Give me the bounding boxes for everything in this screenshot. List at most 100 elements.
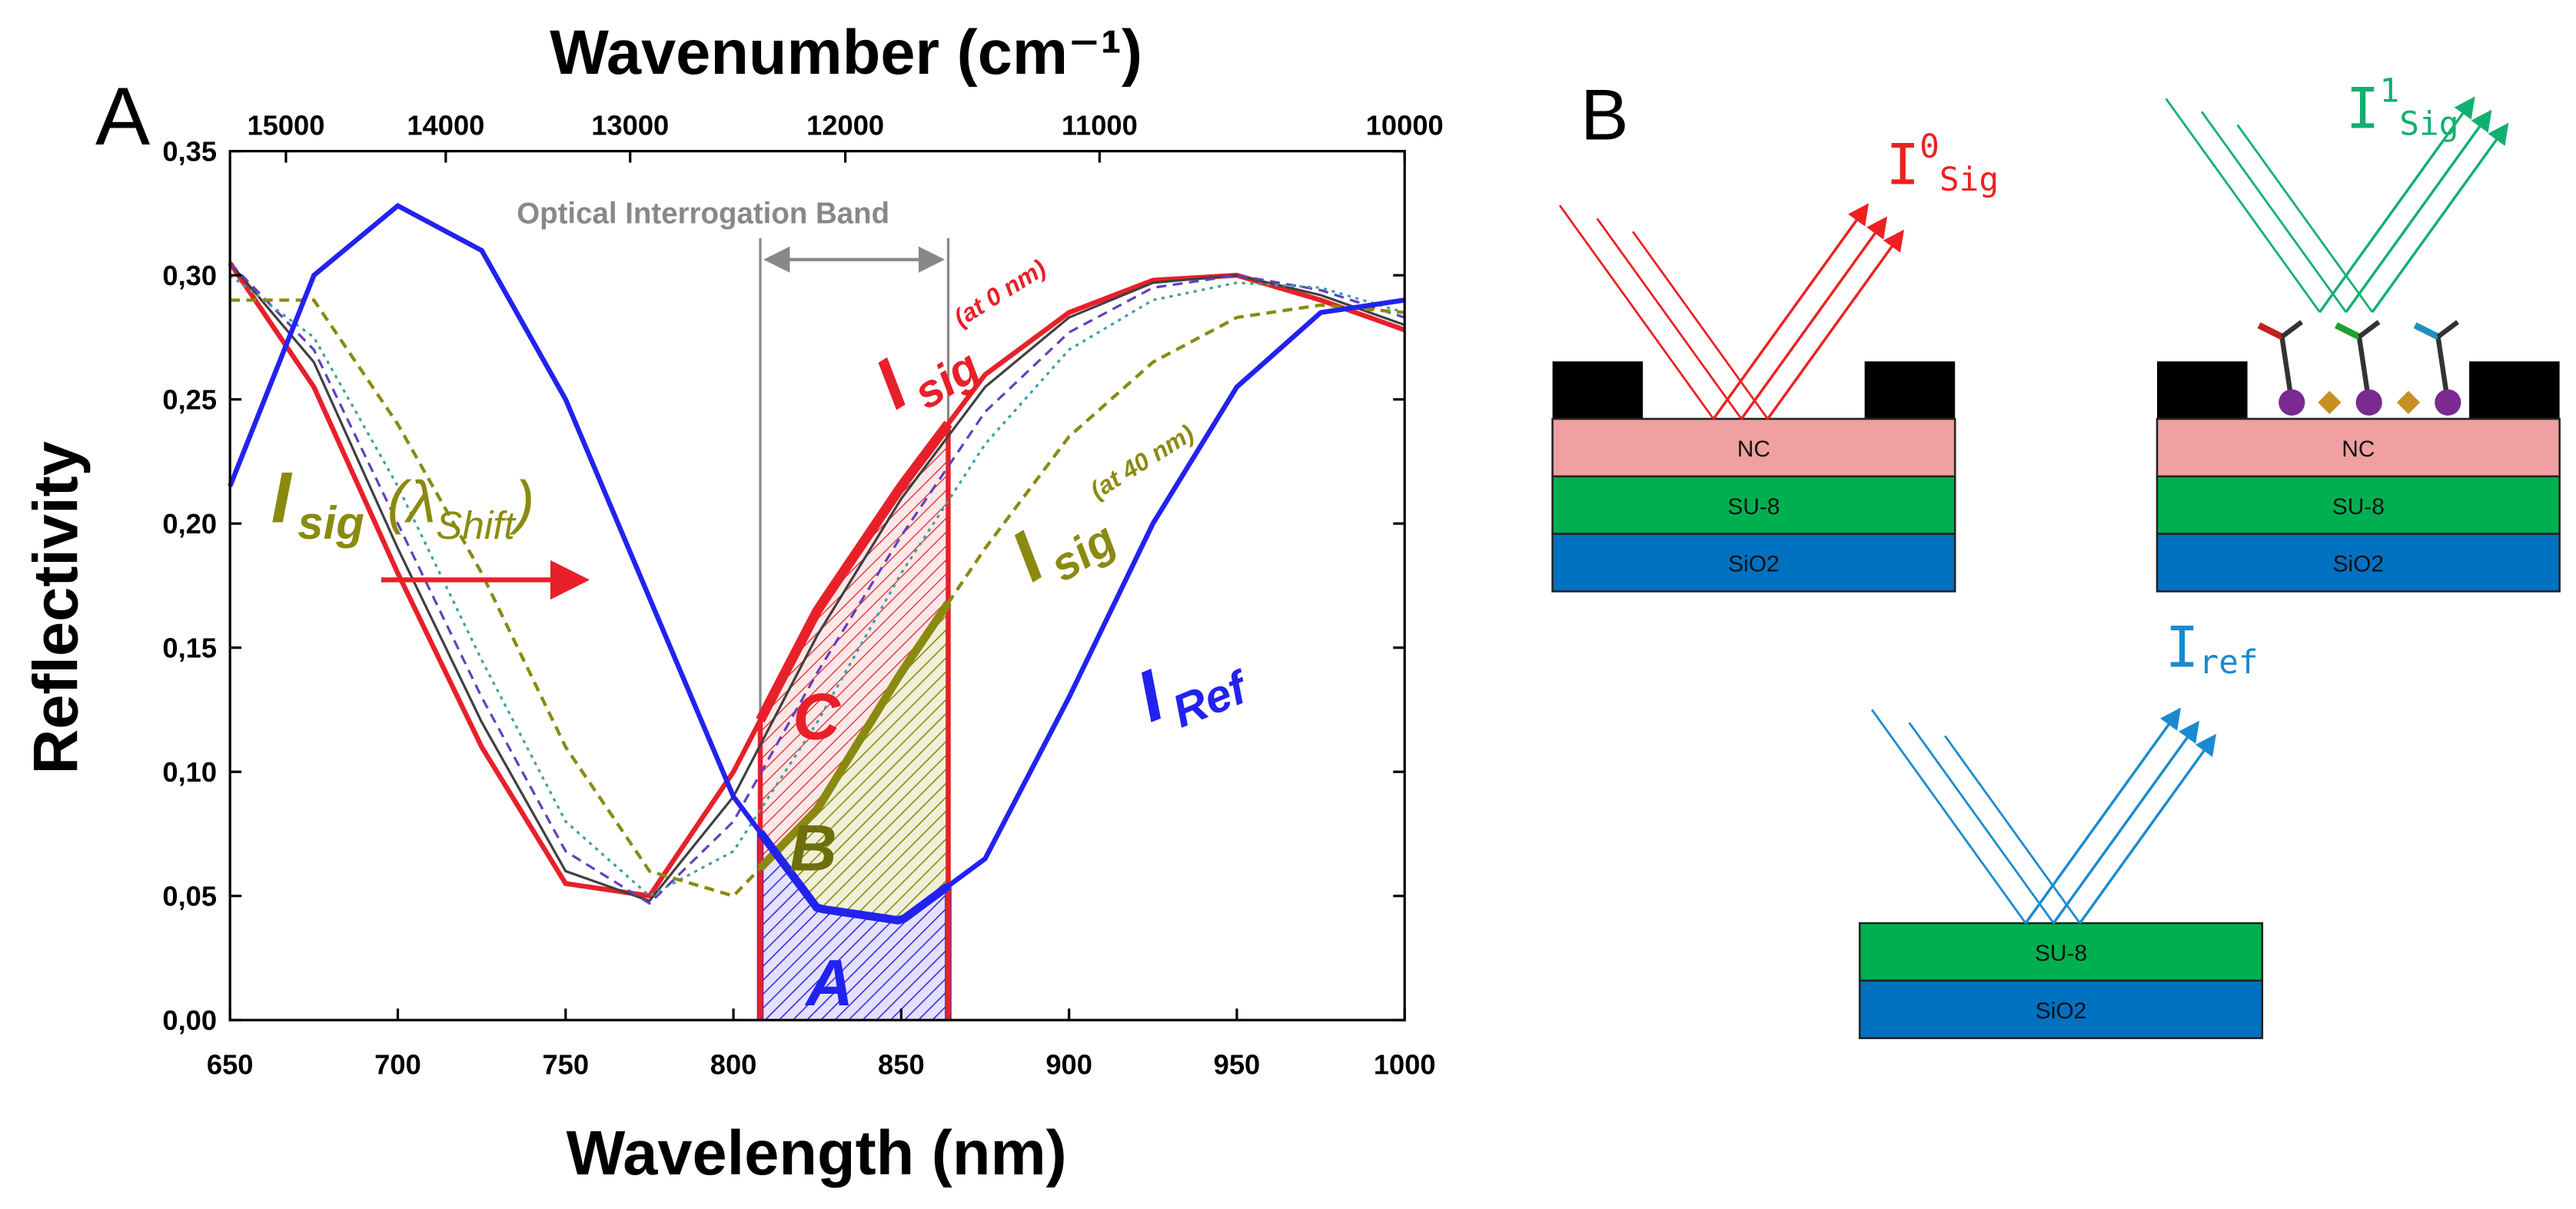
x2-tick-label: 14000 (407, 109, 484, 141)
antibody (2257, 322, 2284, 340)
region-label: B (789, 812, 837, 885)
reflected-ray (2079, 733, 2217, 925)
y-tick-label: 0,30 (162, 260, 217, 291)
incident-ray (1944, 735, 2081, 924)
incident-ray (1908, 722, 2055, 924)
layer (1551, 533, 1956, 593)
layer-label: SiO2 (2036, 998, 2087, 1024)
layer-label: SU-8 (1727, 494, 1780, 520)
incident-ray (2200, 111, 2347, 313)
y-tick-label: 0,15 (162, 632, 217, 663)
reflected-ray (2371, 122, 2509, 314)
annotation-sup: (at 0 nm) (949, 254, 1050, 331)
x-tick-label: 800 (710, 1049, 757, 1081)
antibody (2280, 320, 2304, 339)
beam-sub: Sig (2399, 105, 2458, 143)
x-tick-label: 850 (878, 1049, 925, 1081)
region-label: A (804, 947, 853, 1020)
x2-tick-label: 12000 (806, 109, 884, 141)
y-tick-label: 0,05 (162, 881, 217, 912)
annotation-text: IRef (1125, 623, 1257, 748)
layer-label: NC (2342, 437, 2375, 462)
panel-label: A (95, 70, 151, 162)
layer (1858, 979, 2264, 1039)
annotation-open-sub: Shift (436, 503, 517, 547)
x-tick-label: 1000 (1374, 1049, 1436, 1081)
mask-block (2157, 361, 2248, 420)
incident-ray (1870, 709, 2027, 924)
antibody (2436, 320, 2460, 339)
annotation-main: I (271, 457, 293, 538)
layer-label: SiO2 (2333, 552, 2385, 577)
beam-main: I (2166, 616, 2199, 681)
antibody (2413, 322, 2440, 340)
plot-frame (228, 150, 1406, 1021)
hatched-region (760, 603, 949, 921)
annotation-open: (λ (387, 470, 436, 536)
mask-block (1864, 361, 1956, 420)
mask-block (2469, 361, 2560, 420)
x-tick-label: 950 (1214, 1049, 1261, 1081)
layer-label: SiO2 (1728, 552, 1780, 577)
beam-main: I (2346, 78, 2380, 142)
reflected-ray (2052, 720, 2200, 925)
band-highlight (757, 600, 952, 872)
y-tick-label: 0,00 (162, 1005, 217, 1036)
nanoparticle (2355, 389, 2382, 416)
annotation-text: Isig(at 40 nm) (997, 414, 1229, 606)
layer (2156, 417, 2561, 478)
incident-ray (1558, 204, 1715, 420)
mask-block (1552, 361, 1644, 420)
x-axis-label: Wavelength (nm) (567, 1118, 1067, 1188)
band-highlight (756, 420, 952, 722)
region-label: C (793, 681, 841, 754)
incident-ray (2165, 98, 2321, 313)
x2-tick-label: 11000 (1062, 109, 1138, 141)
incident-ray (1631, 231, 1769, 420)
x2-tick-label: 10000 (1366, 109, 1444, 141)
beam-sub: Sig (1939, 161, 1999, 199)
y-tick-label: 0,20 (162, 508, 217, 540)
beam-label: I1Sig (2346, 72, 2459, 144)
y-tick-label: 0,10 (162, 756, 217, 788)
analyte (2318, 390, 2342, 414)
x-tick-label: 750 (542, 1049, 589, 1081)
x-tick-label: 650 (207, 1049, 254, 1081)
layer-label: SU-8 (2035, 941, 2087, 966)
annotation-sup: (at 40 nm) (1085, 419, 1198, 504)
layer-label: NC (1737, 437, 1770, 462)
nanoparticle (2279, 389, 2305, 416)
beam-label: I0Sig (1886, 128, 1999, 199)
beam-sup: 1 (2380, 72, 2400, 111)
layer-label: SU-8 (2332, 494, 2385, 520)
beam-label: Iref (2166, 616, 2259, 683)
nanoparticle (2435, 389, 2461, 416)
antibody (2357, 320, 2381, 339)
antibody (2335, 322, 2361, 340)
reflected-ray (2345, 109, 2492, 314)
annotation-sub: Ref (1165, 660, 1257, 737)
incident-ray (2236, 124, 2374, 313)
chart-title: Wavenumber (cm⁻¹) (550, 18, 1142, 88)
hatched-region (760, 832, 949, 1021)
panel-label: B (1581, 75, 1629, 155)
reflected-ray (1767, 229, 1904, 420)
layer (1858, 922, 2264, 982)
series-line (229, 274, 1405, 898)
hatched-region (760, 423, 949, 869)
chart-panel: A Wavenumber (cm⁻¹) Wavelength (nm) Reflect… (21, 18, 1443, 1188)
incident-ray (1596, 218, 1743, 420)
reflected-ray (1712, 203, 1870, 420)
y-tick-label: 0,25 (162, 384, 217, 415)
band-label: Optical Interrogation Band (517, 198, 889, 231)
analyte (2396, 390, 2421, 414)
annotation-sub: sig (297, 497, 364, 549)
band-highlight (756, 829, 951, 925)
diagram-panel: BNCSU-8SiO2I0SigNCSU-8SiO2I1SigSU-8SiO2I… (1551, 72, 2561, 1039)
y-axis-label: Reflectivity (21, 441, 91, 774)
x-tick-label: 900 (1045, 1049, 1092, 1081)
